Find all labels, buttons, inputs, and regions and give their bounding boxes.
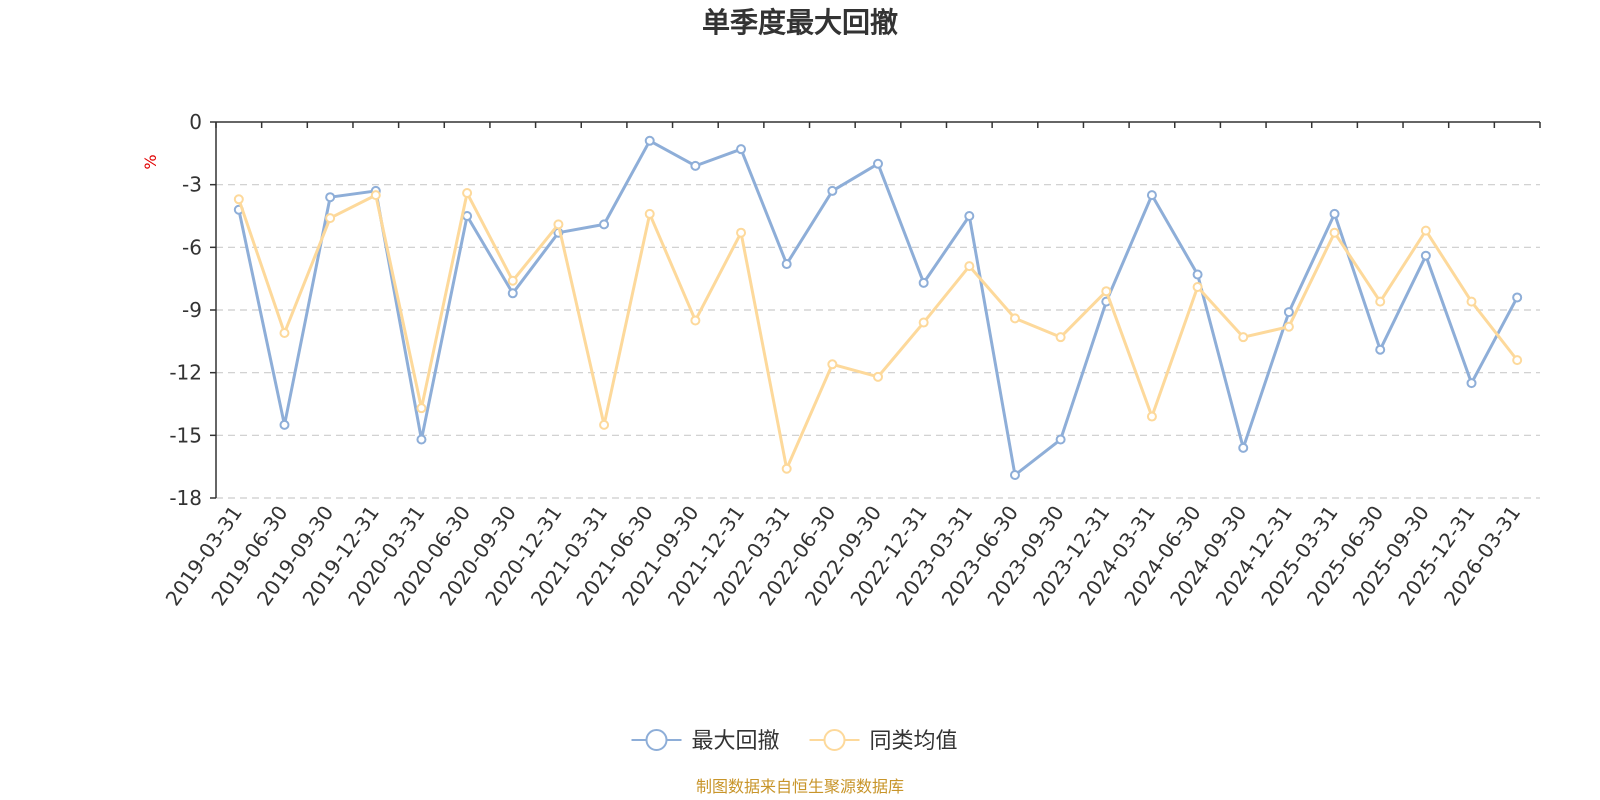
data-point[interactable] [507,275,518,286]
data-point[interactable] [1512,292,1523,303]
data-point[interactable] [1375,296,1386,307]
legend-marker-icon [645,729,668,751]
y-tick-label: -6 [182,235,202,259]
data-point[interactable] [1101,286,1112,297]
data-point[interactable] [690,315,701,326]
data-point[interactable] [599,219,610,230]
series-1 [233,135,1523,481]
y-axis-label: % [141,154,160,169]
series-2 [233,188,1523,474]
data-point[interactable] [781,463,792,474]
data-point[interactable] [416,403,427,414]
data-point[interactable] [553,219,564,230]
data-point[interactable] [1512,355,1523,366]
legend-item[interactable]: 最大回撤 [631,729,780,754]
data-point[interactable] [873,158,883,169]
data-point[interactable] [1283,321,1294,332]
source-note: 制图数据来自恒生聚源数据库 [696,777,904,796]
data-point[interactable] [370,190,381,201]
y-tick-label: -9 [182,298,202,322]
data-point[interactable] [736,144,747,155]
data-point[interactable] [1238,332,1249,343]
data-point[interactable] [918,277,929,288]
data-point[interactable] [644,208,655,219]
data-point[interactable] [1146,190,1157,201]
data-point[interactable] [416,434,427,445]
data-point[interactable] [279,327,290,338]
data-point[interactable] [690,160,701,171]
series-layer [233,135,1523,481]
data-point[interactable] [325,192,336,203]
data-point[interactable] [1238,442,1249,453]
data-point[interactable] [1420,250,1431,261]
data-point[interactable] [827,359,838,370]
data-point[interactable] [1009,470,1020,481]
y-tick-label: -12 [169,361,202,385]
data-point[interactable] [1466,296,1477,307]
data-point[interactable] [279,419,290,430]
data-point[interactable] [1192,282,1203,293]
data-point[interactable] [1329,227,1340,238]
data-point[interactable] [781,259,792,270]
data-point[interactable] [462,188,473,199]
legend[interactable]: 最大回撤 同类均值 [631,729,958,754]
data-point[interactable] [1009,313,1020,324]
data-point[interactable] [1375,344,1386,355]
y-tick-label: 0 [189,110,202,134]
data-point[interactable] [873,371,883,382]
data-point[interactable] [507,288,518,299]
chart-title: 单季度最大回撤 [702,6,898,39]
legend-label: 同类均值 [870,729,958,754]
y-tick-label: -15 [169,423,202,447]
data-point[interactable] [964,261,975,272]
data-point[interactable] [964,211,975,221]
data-point[interactable] [1329,208,1340,219]
data-point[interactable] [1055,434,1066,445]
data-point[interactable] [1283,307,1294,318]
data-point[interactable] [233,194,244,205]
series-line [237,139,1519,477]
y-tick-label: -3 [182,173,202,197]
legend-item[interactable]: 同类均值 [809,729,958,754]
data-point[interactable] [918,317,929,328]
data-point[interactable] [325,213,336,224]
data-point[interactable] [1146,411,1157,422]
data-point[interactable] [827,185,838,196]
legend-marker-icon [823,729,846,751]
data-point[interactable] [1420,225,1431,236]
data-point[interactable] [1192,269,1203,280]
y-tick-label: -18 [169,486,202,510]
legend-label: 最大回撤 [692,729,780,754]
data-point[interactable] [599,419,610,430]
data-point[interactable] [736,227,747,238]
data-point[interactable] [1466,378,1477,389]
data-point[interactable] [644,135,655,146]
data-point[interactable] [1055,332,1066,343]
